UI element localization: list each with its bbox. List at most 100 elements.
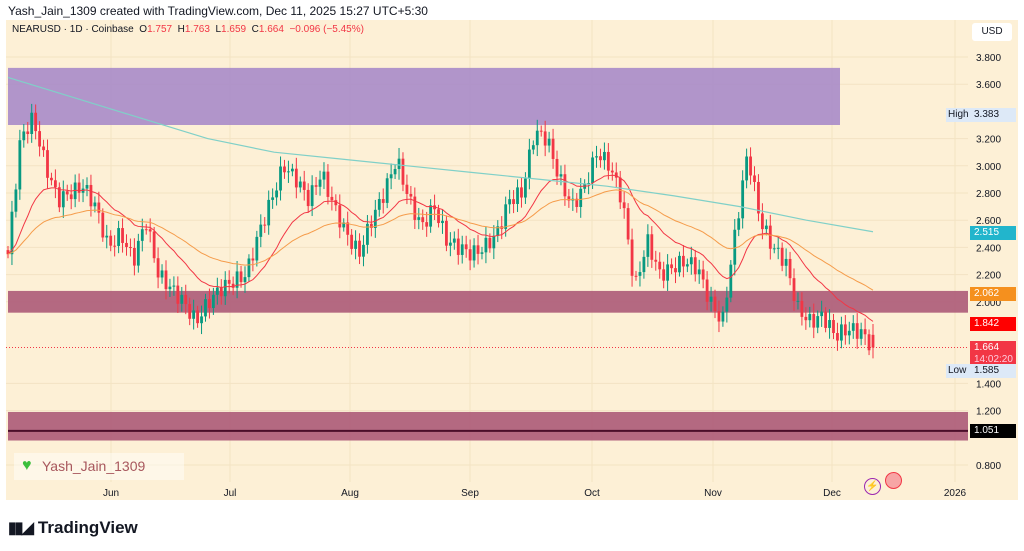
candle-body xyxy=(239,271,243,283)
candle-body xyxy=(863,329,867,335)
candle-body xyxy=(38,131,41,147)
candle-body xyxy=(792,278,796,301)
candle-body xyxy=(223,279,227,297)
candle-body xyxy=(140,229,144,241)
candle-body xyxy=(156,258,160,278)
candle-body xyxy=(314,185,318,187)
candle-body xyxy=(65,191,69,195)
candle-body xyxy=(243,277,247,283)
candle-body xyxy=(389,174,393,179)
price-tick: 2.600 xyxy=(976,216,1001,227)
candle-body xyxy=(476,245,480,254)
candle-body xyxy=(132,247,136,266)
candle-body xyxy=(358,240,361,257)
candle-body xyxy=(192,310,196,319)
candle-body xyxy=(606,151,610,171)
price-tick: 3.800 xyxy=(976,53,1001,64)
candle-body xyxy=(318,179,322,187)
price-tick: 0.800 xyxy=(976,461,1001,472)
candle-body xyxy=(535,130,539,146)
ma50-price-tag: 2.062 xyxy=(970,287,1016,301)
open-value: 1.757 xyxy=(147,24,173,35)
candle-body xyxy=(705,279,709,302)
candle-body xyxy=(172,285,176,287)
candle-body xyxy=(302,181,306,190)
candle-body xyxy=(717,311,721,322)
candle-body xyxy=(148,229,152,232)
candle-body xyxy=(263,224,267,226)
candle-body xyxy=(729,264,733,298)
time-tick: 2026 xyxy=(944,488,967,499)
change-value: −0.096 (−5.45%) xyxy=(289,24,364,35)
currency-button[interactable]: USD xyxy=(972,23,1012,41)
candle-body xyxy=(599,156,602,161)
candle-body xyxy=(820,311,824,317)
candle-body xyxy=(255,236,259,261)
candle-body xyxy=(18,140,22,190)
candle-body xyxy=(294,168,298,188)
candle-body xyxy=(437,209,440,224)
candle-body xyxy=(452,238,456,243)
candle-body xyxy=(741,180,745,219)
candle-body xyxy=(121,228,124,243)
candle-body xyxy=(445,220,448,246)
candle-body xyxy=(512,199,515,205)
candle-body xyxy=(401,158,405,185)
candle-body xyxy=(441,220,444,224)
candle-body xyxy=(721,311,725,322)
time-tick: Dec xyxy=(823,488,841,499)
candle-body xyxy=(788,258,792,279)
candle-body xyxy=(579,188,583,207)
candle-body xyxy=(543,131,547,146)
candle-body xyxy=(666,264,670,281)
candle-body xyxy=(22,131,26,141)
symbol-legend: NEARUSD · 1D · Coinbase O1.757 H1.763 L1… xyxy=(12,24,364,35)
candle-body xyxy=(69,194,73,200)
candle-body xyxy=(555,158,559,177)
candle-body xyxy=(275,190,278,198)
candle-body xyxy=(843,324,847,336)
candle-body xyxy=(393,169,397,175)
candle-body xyxy=(859,329,863,339)
candle-body xyxy=(413,196,417,220)
candle-body xyxy=(678,255,681,273)
candle-body xyxy=(290,168,294,172)
candle-body xyxy=(164,270,168,290)
candle-body xyxy=(587,183,591,185)
candle-body xyxy=(448,242,452,246)
time-tick: Nov xyxy=(704,488,722,499)
candle-body xyxy=(492,235,496,249)
author-watermark: ♥ Yash_Jain_1309 xyxy=(14,453,184,480)
candle-body xyxy=(682,255,685,267)
ma20-price-tag: 1.842 xyxy=(970,317,1016,331)
candle-body xyxy=(113,245,117,247)
symbol-name[interactable]: NEARUSD · 1D · Coinbase xyxy=(12,24,134,35)
candle-body xyxy=(737,218,741,230)
candle-body xyxy=(658,261,662,270)
price-tick: 3.600 xyxy=(976,80,1001,91)
candle-body xyxy=(338,205,342,228)
time-tick: Jun xyxy=(103,488,119,499)
candle-body xyxy=(219,287,223,297)
ma20-line xyxy=(7,174,874,322)
time-tick: Jul xyxy=(224,488,237,499)
candle-body xyxy=(215,287,219,295)
candle-body xyxy=(85,184,89,189)
candle-body xyxy=(527,149,531,179)
low-price-tag: 1.585 xyxy=(970,364,1016,378)
tradingview-logo[interactable]: ▮▮◢ TradingView xyxy=(8,518,138,538)
candle-body xyxy=(176,285,180,304)
us-flag-icon[interactable] xyxy=(885,472,902,489)
candle-body xyxy=(421,217,425,223)
candle-body xyxy=(749,156,752,176)
candle-body xyxy=(836,333,839,341)
candle-body xyxy=(828,320,831,328)
candle-body xyxy=(136,240,140,266)
lightning-icon[interactable]: ⚡ xyxy=(864,478,881,495)
candle-body xyxy=(670,264,673,269)
candle-body xyxy=(559,174,563,177)
candle-body xyxy=(804,316,808,321)
price-tick: 3.000 xyxy=(976,162,1001,173)
high-label: H xyxy=(177,24,185,35)
